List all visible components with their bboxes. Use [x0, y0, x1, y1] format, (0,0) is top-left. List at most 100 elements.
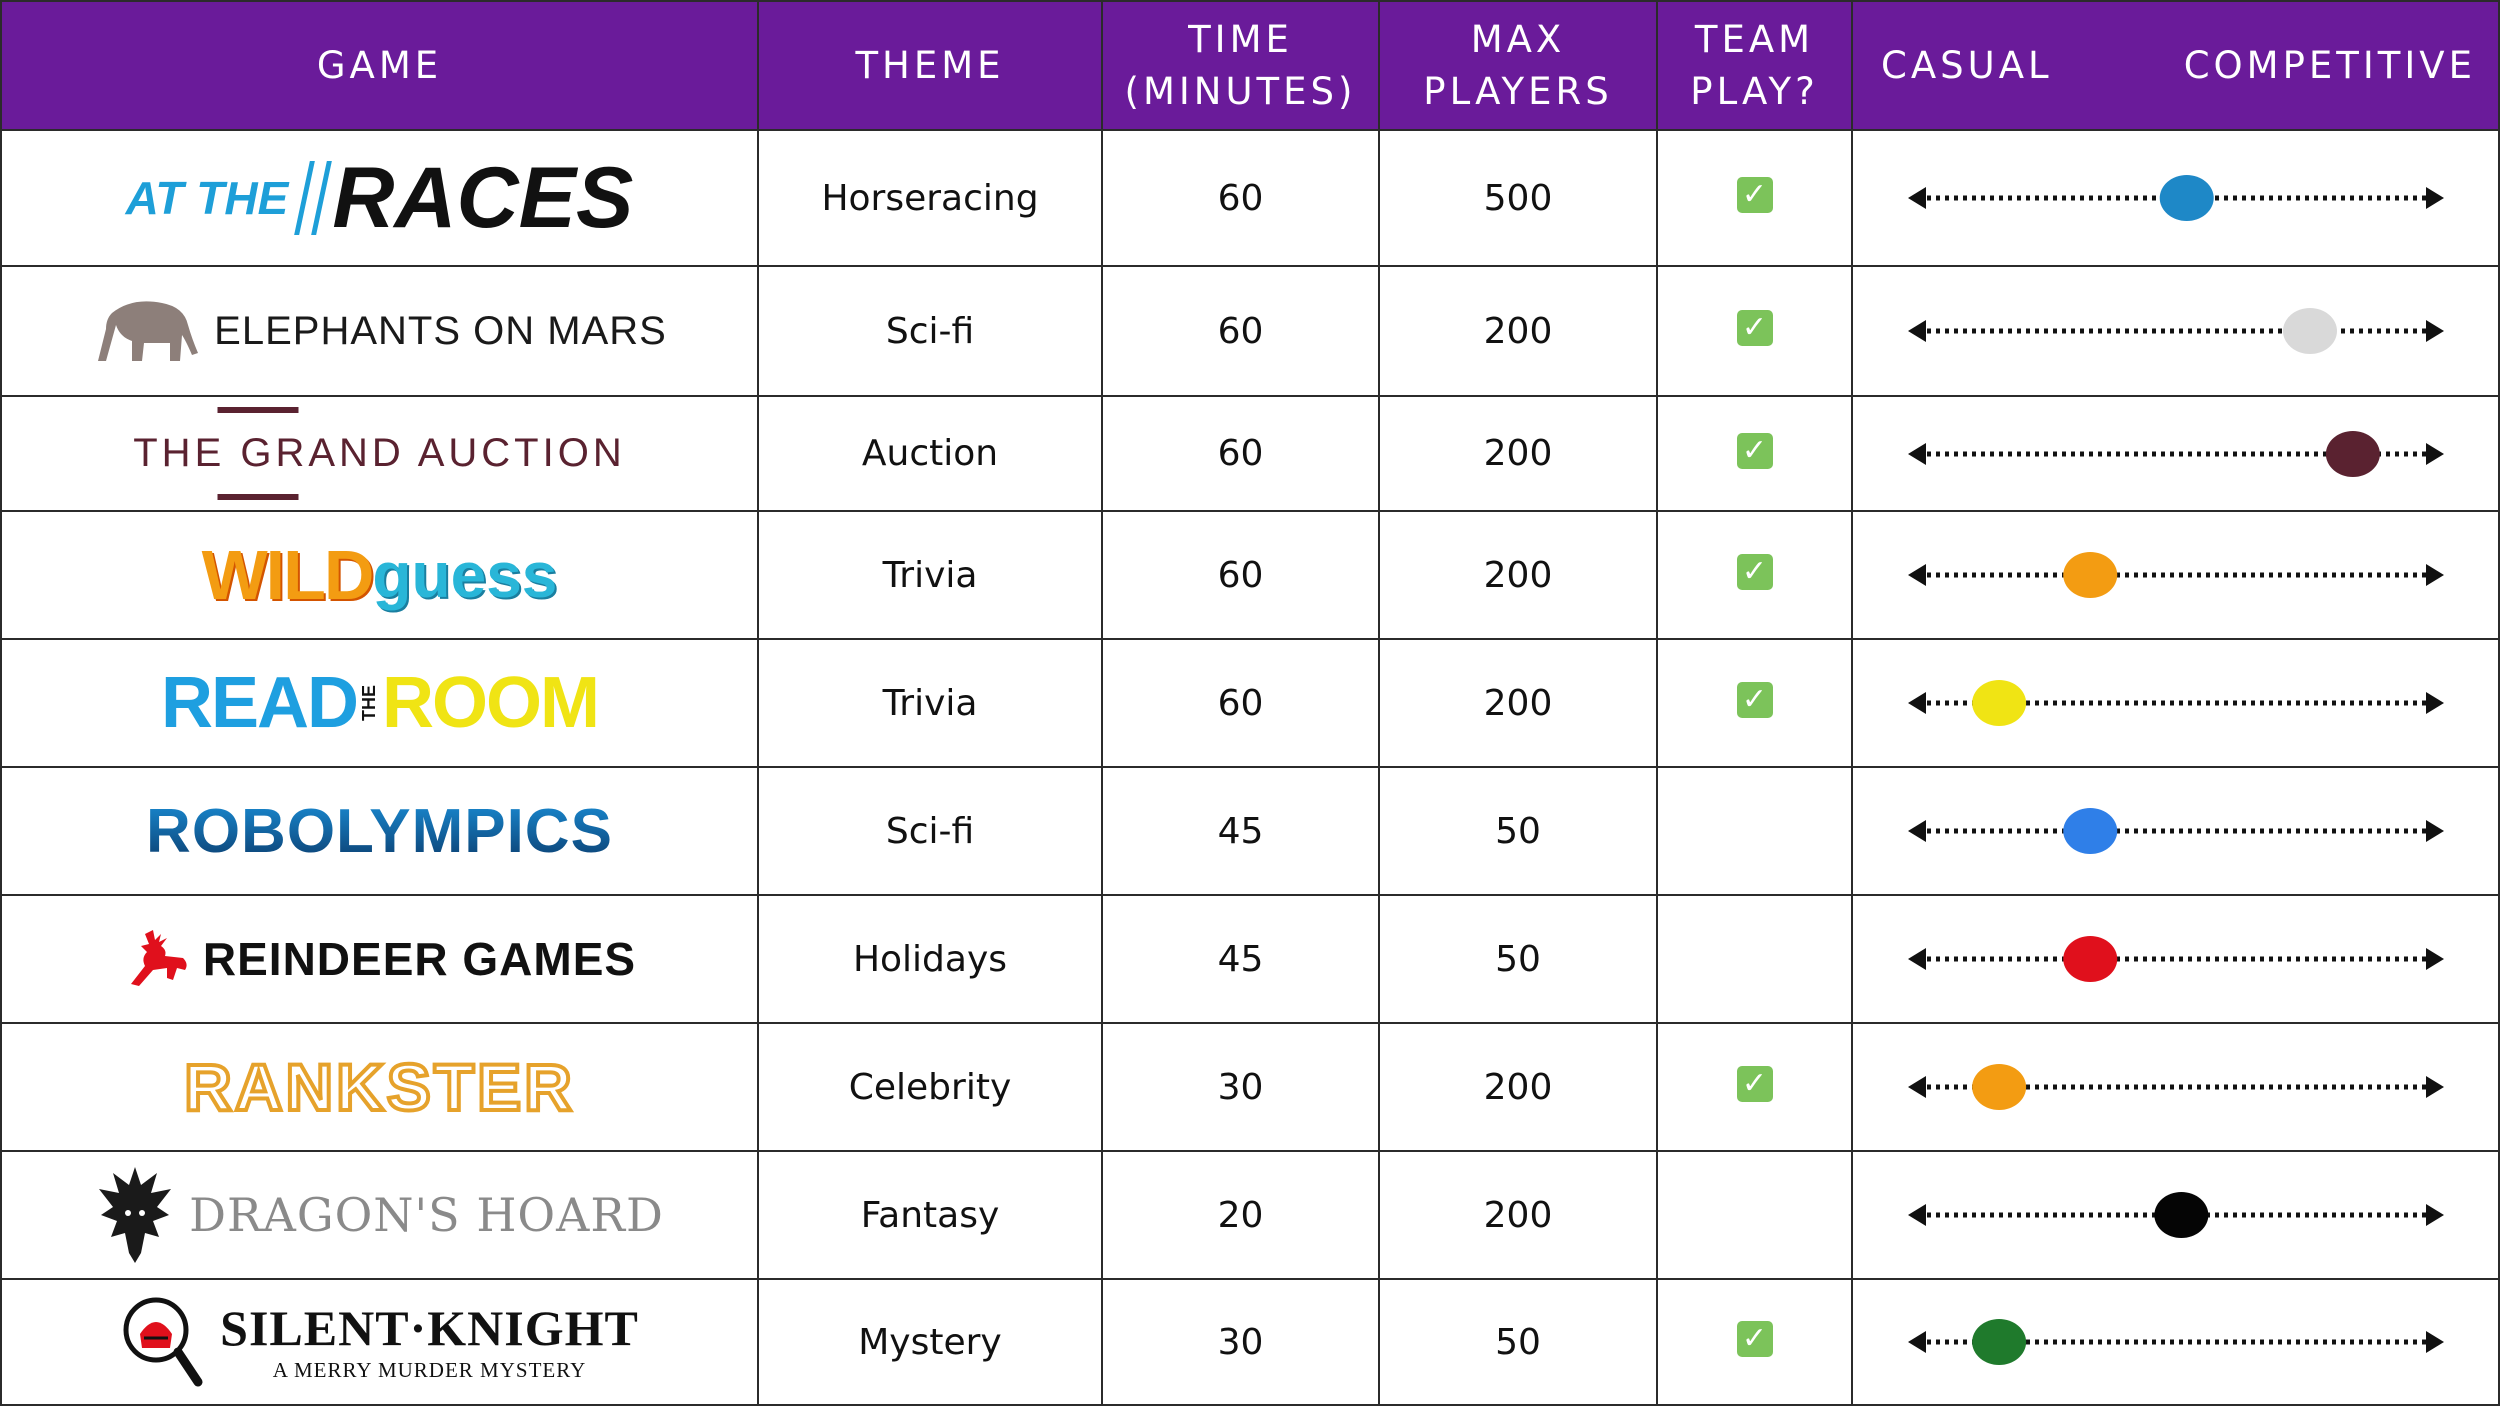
time-cell: 60 [1101, 265, 1380, 397]
max-players-value: 500 [1483, 177, 1553, 219]
arrow-left-icon [1907, 320, 1926, 342]
arrow-right-icon [2425, 1204, 2444, 1226]
max-players-cell: 50 [1378, 894, 1658, 1024]
header-time: TIME (MINUTES) [1101, 0, 1380, 131]
game-cell: READ THE ROOM [0, 638, 759, 768]
racing-stripes-icon [294, 161, 333, 235]
max-players-value: 200 [1483, 682, 1553, 724]
arrow-right-icon [2425, 320, 2444, 342]
competitiveness-cell [1851, 1150, 2500, 1280]
elephant-icon [92, 295, 204, 367]
header-players-line1: MAX [1470, 17, 1566, 61]
header-time-line2: (MINUTES) [1124, 69, 1357, 113]
competitiveness-cell [1851, 1022, 2500, 1152]
theme-value: Auction [861, 433, 999, 474]
game-logo-text: REINDEER GAMES [202, 933, 637, 985]
competitiveness-cell [1851, 510, 2500, 640]
team-play-cell [1656, 766, 1853, 896]
team-play-cell: ✓ [1656, 265, 1853, 397]
arrow-right-icon [2425, 1076, 2444, 1098]
competitiveness-scale [1907, 680, 2444, 726]
time-cell: 30 [1101, 1022, 1380, 1152]
max-players-cell: 200 [1378, 265, 1658, 397]
arrow-left-icon [1907, 692, 1926, 714]
competitiveness-marker [1971, 1319, 2026, 1365]
game-cell: ROBOLYMPICS [0, 766, 759, 896]
game-logo-text-part: RACES [332, 149, 634, 246]
theme-cell: Mystery [757, 1278, 1103, 1406]
competitiveness-marker [2062, 808, 2117, 854]
time-cell: 60 [1101, 638, 1380, 768]
game-cell: WILD guess [0, 510, 759, 640]
competitiveness-cell [1851, 1278, 2500, 1406]
game-cell: THE GRAND AUCTION [0, 395, 759, 512]
checkmark-icon: ✓ [1736, 1321, 1773, 1357]
time-value: 60 [1217, 310, 1264, 352]
theme-cell: Holidays [757, 894, 1103, 1024]
max-players-cell: 200 [1378, 510, 1658, 640]
theme-value: Celebrity [848, 1066, 1012, 1108]
game-logo-dragons-hoard: DRAGON'S HOARD [95, 1163, 664, 1267]
game-logo-elephants-on-mars: ELEPHANTS ON MARS [92, 295, 667, 367]
max-players-value: 200 [1483, 554, 1553, 596]
theme-cell: Horseracing [757, 129, 1103, 267]
theme-cell: Trivia [757, 510, 1103, 640]
time-value: 60 [1217, 682, 1264, 724]
arrow-left-icon [1907, 1076, 1926, 1098]
arrow-left-icon [1907, 1204, 1926, 1226]
competitiveness-cell [1851, 766, 2500, 896]
game-cell: SILENT·KNIGHT A MERRY MURDER MYSTERY [0, 1278, 759, 1406]
competitiveness-scale [1907, 175, 2444, 221]
theme-value: Sci-fi [885, 310, 975, 352]
header-theme: THEME [757, 0, 1103, 131]
game-logo-text-part: WILD [201, 536, 375, 614]
max-players-value: 200 [1483, 433, 1553, 474]
game-cell: RANKSTER [0, 1022, 759, 1152]
max-players-cell: 200 [1378, 638, 1658, 768]
game-logo-text: SILENT·KNIGHT [220, 1299, 639, 1356]
arrow-left-icon [1907, 442, 1926, 465]
time-cell: 45 [1101, 766, 1380, 896]
time-cell: 20 [1101, 1150, 1380, 1280]
theme-value: Trivia [882, 682, 978, 724]
max-players-value: 200 [1483, 1194, 1553, 1236]
competitiveness-scale [1907, 936, 2444, 982]
time-value: 60 [1217, 177, 1264, 219]
competitiveness-scale [1907, 552, 2444, 598]
game-logo-text-part: THE [359, 685, 380, 721]
game-logo-text: RANKSTER [182, 1048, 575, 1126]
arrow-left-icon [1907, 948, 1926, 970]
theme-value: Horseracing [821, 177, 1039, 219]
theme-value: Fantasy [860, 1194, 1000, 1236]
competitiveness-scale [1907, 1319, 2444, 1365]
time-value: 30 [1217, 1321, 1264, 1363]
checkmark-icon: ✓ [1736, 310, 1773, 346]
theme-cell: Trivia [757, 638, 1103, 768]
header-players-line2: PLAYERS [1423, 69, 1613, 113]
theme-value: Mystery [858, 1321, 1002, 1363]
header-team-line2: PLAY? [1690, 69, 1819, 113]
header-team-play: TEAM PLAY? [1656, 0, 1853, 131]
game-logo-robolympics: ROBOLYMPICS [146, 796, 613, 867]
max-players-cell: 500 [1378, 129, 1658, 267]
arrow-right-icon [2425, 564, 2444, 586]
competitiveness-marker [1971, 1064, 2026, 1110]
competitiveness-cell [1851, 129, 2500, 267]
max-players-cell: 200 [1378, 1150, 1658, 1280]
arrow-right-icon [2425, 442, 2444, 465]
max-players-value: 50 [1495, 938, 1541, 980]
competitiveness-marker [2153, 1192, 2208, 1238]
time-value: 60 [1217, 554, 1264, 596]
arrow-left-icon [1907, 1331, 1926, 1353]
team-play-cell: ✓ [1656, 1022, 1853, 1152]
time-cell: 60 [1101, 129, 1380, 267]
game-logo-text-part: AT THE [125, 172, 289, 224]
magnifier-knight-icon [120, 1294, 204, 1390]
competitiveness-marker [2159, 175, 2214, 221]
theme-value: Sci-fi [885, 810, 975, 852]
header-game: GAME [0, 0, 759, 131]
header-time-line1: TIME [1188, 17, 1293, 61]
header-theme-label: THEME [855, 43, 1005, 87]
game-logo-silent-knight: SILENT·KNIGHT A MERRY MURDER MYSTERY [120, 1294, 639, 1390]
